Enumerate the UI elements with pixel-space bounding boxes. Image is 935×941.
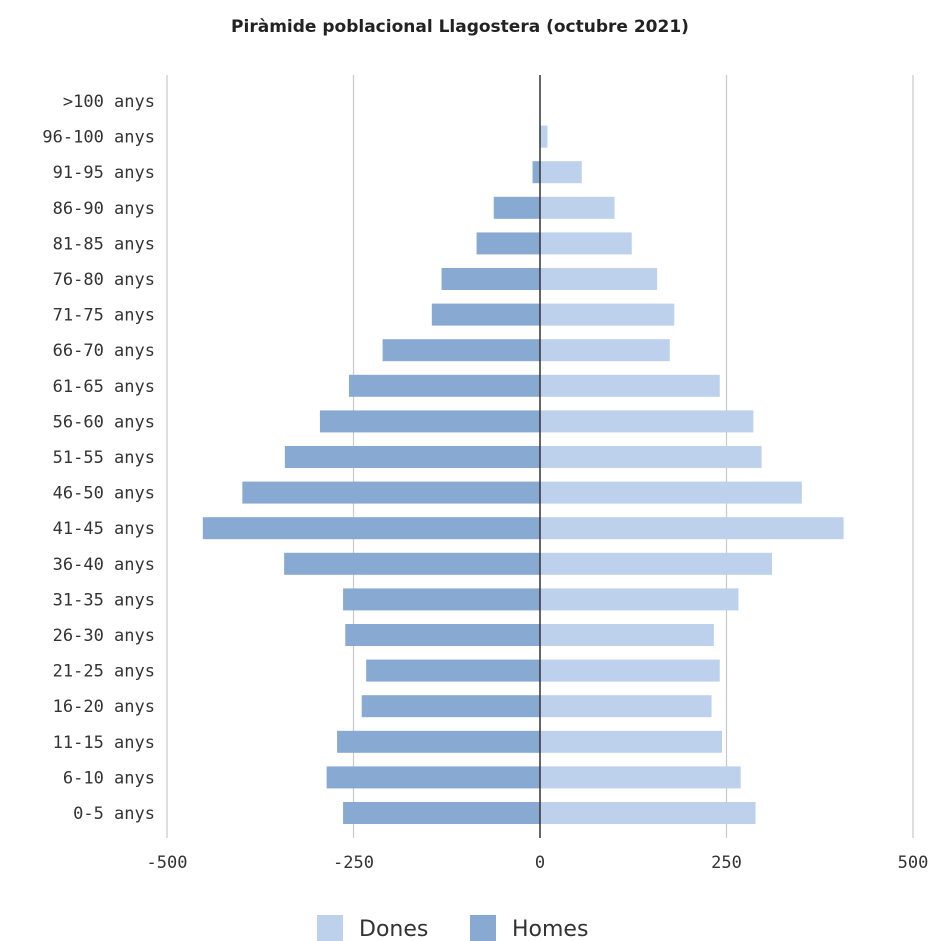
category-label-20: >100 anys [63, 92, 155, 112]
x-tick-label-3: 250 [711, 853, 742, 873]
category-label-10: 51-55 anys [53, 448, 155, 468]
bar-homes-18 [532, 161, 540, 184]
category-label-12: 61-65 anys [53, 377, 155, 397]
x-tick-label-0: -500 [147, 853, 188, 873]
legend-label-dones: Dones [359, 917, 428, 941]
bar-homes-4 [366, 659, 540, 682]
bar-dones-16 [540, 232, 632, 255]
category-label-11: 56-60 anys [53, 412, 155, 432]
category-label-3: 16-20 anys [53, 697, 155, 717]
legend-swatch-dones [317, 915, 343, 941]
bar-homes-5 [345, 624, 540, 646]
bar-dones-18 [540, 161, 582, 184]
bar-homes-2 [337, 730, 540, 753]
category-label-1: 6-10 anys [63, 768, 155, 788]
bar-dones-12 [540, 374, 720, 397]
bar-dones-7 [540, 552, 773, 575]
bar-homes-3 [361, 695, 540, 718]
category-label-8: 41-45 anys [53, 519, 155, 539]
bar-homes-16 [476, 232, 540, 255]
category-label-19: 96-100 anys [42, 128, 155, 148]
bar-dones-1 [540, 766, 741, 789]
category-labels: 0-5 anys 6-10 anys 11-15 anys 16-20 anys 21-… [42, 92, 155, 824]
category-label-14: 71-75 anys [53, 306, 155, 326]
category-label-9: 46-50 anys [53, 484, 155, 504]
bar-dones-11 [540, 410, 754, 433]
bar-dones-5 [540, 624, 714, 646]
bar-dones-6 [540, 588, 739, 611]
bar-homes-8 [202, 517, 541, 540]
bar-dones-15 [540, 268, 658, 290]
bar-homes-0 [343, 802, 540, 824]
bars-layer [202, 125, 844, 824]
bar-dones-3 [540, 695, 712, 718]
category-label-15: 76-80 anys [53, 270, 155, 290]
bar-dones-17 [540, 196, 615, 219]
bar-homes-11 [319, 410, 540, 433]
category-label-5: 26-30 anys [53, 626, 155, 646]
bar-homes-9 [242, 481, 540, 504]
category-label-2: 11-15 anys [53, 733, 155, 753]
bar-homes-6 [343, 588, 540, 611]
bar-homes-13 [382, 339, 540, 362]
category-label-16: 81-85 anys [53, 234, 155, 254]
bar-homes-17 [493, 196, 540, 219]
legend: Dones Homes [317, 915, 588, 941]
category-label-18: 91-95 anys [53, 163, 155, 183]
x-tick-labels: -500 -250 0 250 500 [147, 853, 929, 873]
category-label-4: 21-25 anys [53, 662, 155, 682]
category-label-13: 66-70 anys [53, 341, 155, 361]
bar-homes-15 [441, 268, 540, 290]
bar-homes-12 [349, 374, 540, 397]
category-label-6: 31-35 anys [53, 590, 155, 610]
bar-homes-7 [284, 552, 540, 575]
bar-homes-1 [326, 766, 540, 789]
bar-dones-14 [540, 303, 675, 326]
category-label-0: 0-5 anys [73, 804, 155, 824]
legend-swatch-homes [470, 915, 496, 941]
x-tick-label-2: 0 [535, 853, 545, 873]
bar-dones-2 [540, 730, 723, 753]
bar-dones-19 [540, 125, 548, 148]
bar-homes-14 [431, 303, 540, 326]
bar-homes-10 [284, 446, 540, 468]
chart-title: Piràmide poblacional Llagostera (octubre… [231, 17, 689, 37]
x-tick-label-4: 500 [898, 853, 929, 873]
bar-dones-9 [540, 481, 802, 504]
bar-dones-0 [540, 802, 756, 824]
legend-label-homes: Homes [512, 917, 588, 941]
bar-dones-8 [540, 517, 844, 540]
category-label-17: 86-90 anys [53, 199, 155, 219]
bar-dones-4 [540, 659, 720, 682]
bar-dones-10 [540, 446, 762, 468]
x-tick-label-1: -250 [333, 853, 374, 873]
category-label-7: 36-40 anys [53, 555, 155, 575]
bar-dones-13 [540, 339, 670, 362]
